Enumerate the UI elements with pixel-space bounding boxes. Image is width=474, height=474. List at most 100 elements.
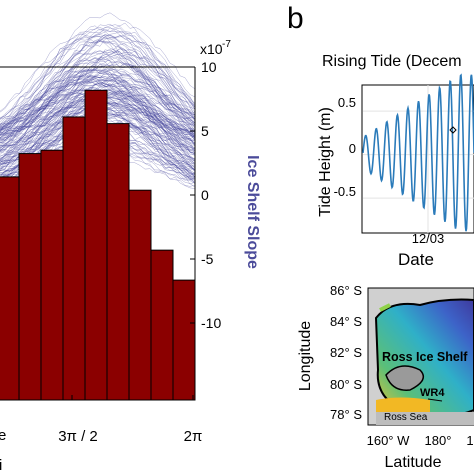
map-ytick-2: 82° S <box>330 345 362 360</box>
map-ylabel: Longitude <box>297 321 314 391</box>
slope-curve <box>0 57 196 156</box>
ross-map: Ross Ice Shelf WR4 Ross Sea <box>367 287 474 426</box>
slope-curve <box>0 75 196 183</box>
slope-curve <box>0 69 196 133</box>
histogram-bar <box>150 249 174 401</box>
slope-curve <box>0 78 196 182</box>
slope-curve <box>0 62 196 176</box>
slope-curve <box>0 38 196 123</box>
slope-curve <box>0 34 196 134</box>
slope-curve <box>0 37 196 150</box>
right-tick-label: -5 <box>201 251 214 267</box>
slope-curve <box>0 51 196 131</box>
slope-curve <box>0 77 196 137</box>
map-label-sea: Ross Sea <box>384 412 428 423</box>
slope-curve <box>0 39 196 139</box>
map-ytick-0: 86° S <box>330 283 362 298</box>
histogram-bar <box>40 149 64 401</box>
slope-curve <box>0 66 196 145</box>
slope-curve <box>0 71 196 131</box>
tide-ylabel: Tide Height (m) <box>317 107 334 217</box>
slope-curve <box>0 57 196 145</box>
slope-curve <box>0 12 196 120</box>
slope-curve <box>0 72 196 135</box>
island-shape <box>385 365 425 391</box>
slope-curve <box>0 61 196 151</box>
right-tick-label: -10 <box>201 315 221 331</box>
histogram-bar <box>84 89 108 401</box>
slope-curve <box>0 34 196 146</box>
slope-curve <box>0 40 196 128</box>
slope-curve <box>0 68 196 171</box>
slope-curve <box>0 76 196 161</box>
map-xtick-1: 180° <box>425 433 452 448</box>
slope-curve <box>0 22 196 126</box>
tide-ytick--0.5: -0.5 <box>334 184 356 199</box>
slope-curve <box>0 83 196 174</box>
slope-curve <box>0 43 196 164</box>
slope-curve <box>0 28 196 133</box>
y-right-label: Ice Shelf Slope <box>244 155 261 269</box>
map-xlabel: Latitude <box>385 454 442 471</box>
bottom-fragment: i <box>0 457 2 474</box>
slope-curve <box>0 35 196 126</box>
slope-curve <box>0 86 196 165</box>
histogram-bar <box>106 123 130 401</box>
slope-curve <box>0 51 196 134</box>
slope-curve <box>0 62 196 176</box>
slope-curve <box>0 84 196 138</box>
slope-curve <box>0 68 196 141</box>
slope-curve <box>0 56 195 127</box>
map-ytick-4: 78° S <box>330 407 362 422</box>
slope-curve <box>0 48 196 157</box>
coast-highlight <box>379 303 391 312</box>
map-xtick-2: 1 <box>466 433 473 448</box>
slope-curve <box>0 74 196 126</box>
slope-curve <box>0 71 196 142</box>
right-tick-label: 5 <box>201 123 209 139</box>
map-label-station: WR4 <box>420 387 445 399</box>
slope-curve <box>0 76 196 160</box>
slope-curve <box>0 83 196 160</box>
tide-xlabel: Date <box>398 250 434 269</box>
slope-curve <box>0 50 196 151</box>
slope-curve <box>0 87 196 138</box>
tide-plot <box>361 73 474 234</box>
tide-ytick-0: 0 <box>349 141 356 156</box>
panel-a: 10 5 0 -5 -10 3π / 2 2π e i x10 -7 Ice Shelf… <box>0 12 261 474</box>
slope-curve <box>0 49 196 125</box>
tide-marker <box>449 126 457 134</box>
panel-b: Rising Tide (Decem 0.5 0 -0.5 Tide Heigh… <box>297 53 474 471</box>
x-tick-label-2pi: 2π <box>184 428 203 445</box>
slope-curve <box>0 27 196 130</box>
slope-curve <box>0 70 196 140</box>
slope-curve <box>0 80 196 144</box>
slope-curve <box>0 23 196 125</box>
slope-curve <box>0 79 196 147</box>
tide-height-line <box>362 73 474 232</box>
slope-curve <box>0 78 196 149</box>
station-marker <box>427 398 443 402</box>
slope-curve <box>0 65 196 133</box>
slope-curve <box>0 78 196 131</box>
x-label-fragment: e <box>0 427 6 444</box>
open-water <box>376 412 474 425</box>
slope-curve <box>0 26 196 120</box>
histogram-bar <box>62 116 86 401</box>
histogram-bar <box>128 189 152 401</box>
right-tick-label: 0 <box>201 187 209 203</box>
slope-curve <box>0 61 196 139</box>
slope-curve <box>0 75 196 160</box>
slope-curve <box>0 73 196 135</box>
tide-ytick-0.5: 0.5 <box>338 95 356 110</box>
exponent-power: -7 <box>222 39 231 50</box>
slope-curve <box>0 79 196 132</box>
map-ytick-1: 84° S <box>330 314 362 329</box>
right-ticks: 10 5 0 -5 -10 <box>190 59 221 331</box>
slope-curve <box>0 34 196 147</box>
slope-curve <box>0 25 196 121</box>
histogram-bar <box>0 176 20 401</box>
slope-curve <box>0 76 196 147</box>
slope-curve <box>0 56 196 125</box>
right-tick-label: 10 <box>201 59 217 75</box>
